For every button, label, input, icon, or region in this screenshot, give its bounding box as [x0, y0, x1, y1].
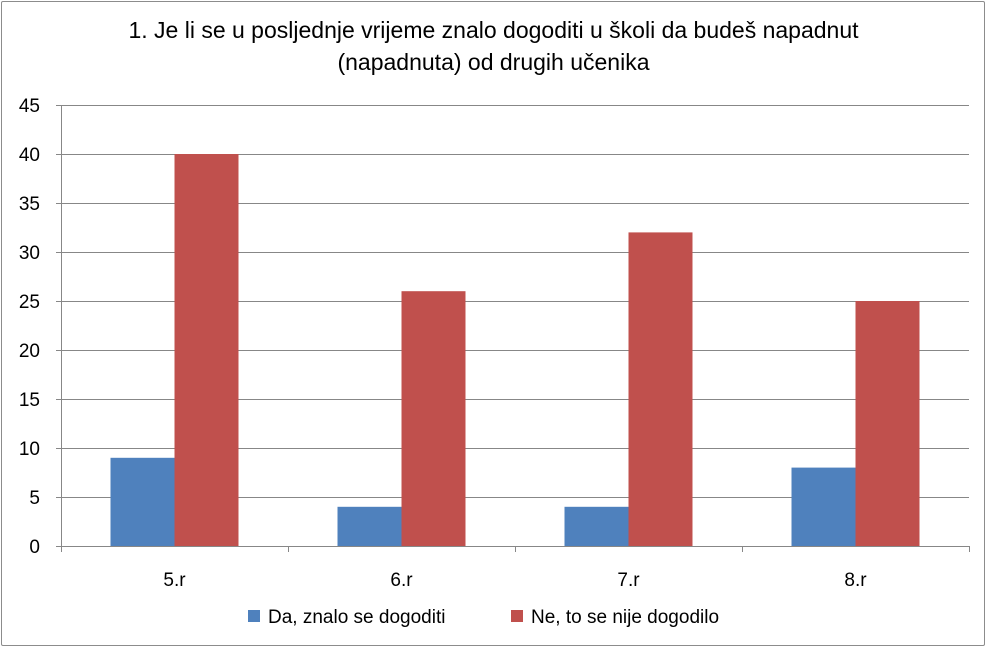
legend-swatch: [511, 610, 523, 622]
y-tick-label: 40: [19, 145, 40, 166]
x-tick-label: 6.r: [390, 570, 413, 591]
bar-7r-series-1: [564, 506, 629, 546]
y-tick-label: 25: [19, 292, 40, 313]
legend-swatch: [248, 610, 260, 622]
bar-8r-series-2: [855, 301, 920, 546]
bar-7r-series-2: [628, 232, 693, 546]
chart-title: 1. Je li se u posljednje vrijeme znalo d…: [60, 14, 927, 78]
x-tick-label: 8.r: [844, 570, 867, 591]
legend: Da, znalo se dogoditi Ne, to se nije dogo…: [248, 607, 719, 628]
x-tick-label: 5.r: [163, 570, 186, 591]
y-tick-label: 10: [19, 439, 40, 460]
chart-title-line-1: 1. Je li se u posljednje vrijeme znalo d…: [128, 17, 859, 43]
axis-lines: [56, 105, 970, 552]
y-tick-label: 5: [29, 488, 40, 509]
y-tick-labels: 0 5 10 15 20 25 30 35 40 45: [19, 96, 40, 558]
y-tick-label: 20: [19, 341, 40, 362]
bar-5r-series-1: [110, 457, 175, 546]
y-tick-label: 45: [19, 96, 40, 117]
bar-6r-series-2: [401, 291, 466, 546]
y-tick-label: 0: [29, 537, 40, 558]
y-tick-label: 30: [19, 243, 40, 264]
bars: [110, 154, 920, 546]
legend-label: Da, znalo se dogoditi: [268, 607, 445, 628]
y-tick-label: 35: [19, 194, 40, 215]
bar-5r-series-2: [174, 154, 239, 546]
bar-8r-series-1: [791, 467, 856, 546]
x-tick-labels: 5.r 6.r 7.r 8.r: [163, 570, 867, 591]
x-tick-label: 7.r: [617, 570, 640, 591]
y-tick-label: 15: [19, 390, 40, 411]
legend-label: Ne, to se nije dogodilo: [531, 607, 719, 628]
chart-title-line-2: (napadnuta) od drugih učenika: [337, 49, 650, 75]
bar-6r-series-1: [337, 506, 402, 546]
